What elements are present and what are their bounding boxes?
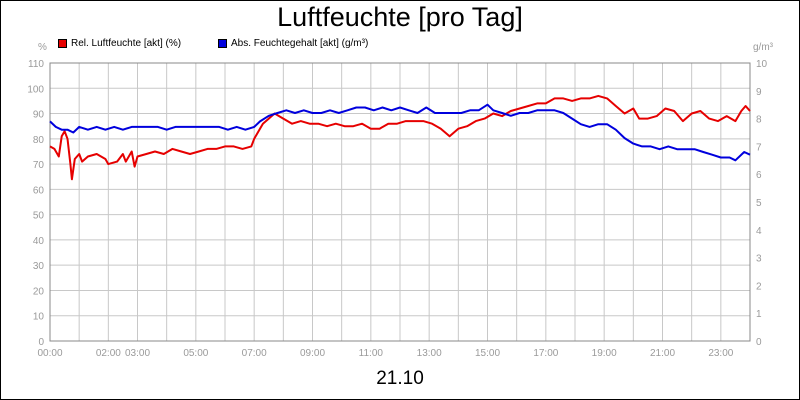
legend-item-abs-humidity: Abs. Feuchtegehalt [akt] (g/m³) xyxy=(218,38,368,49)
left-axis-unit: % xyxy=(38,42,47,53)
y-right-tick-label: 1 xyxy=(756,309,762,320)
x-tick-label: 00:00 xyxy=(37,348,62,359)
legend-swatch-blue xyxy=(218,39,227,48)
y-left-tick-label: 50 xyxy=(33,211,45,222)
y-left-tick-label: 90 xyxy=(33,110,45,121)
plot-area-border xyxy=(49,62,751,342)
x-tick-label: 17:00 xyxy=(533,348,558,359)
series-line-abs-humidity xyxy=(49,103,751,162)
series-line-rel-humidity xyxy=(49,94,751,181)
x-tick-label: 21:00 xyxy=(650,348,675,359)
y-left-tick-label: 30 xyxy=(33,261,45,272)
y-right-tick-label: 3 xyxy=(756,254,762,265)
y-left-tick-label: 110 xyxy=(28,59,44,70)
x-tick-label: 13:00 xyxy=(417,348,442,359)
x-tick-label: 19:00 xyxy=(592,348,617,359)
y-left-tick-label: 70 xyxy=(33,160,45,171)
legend-swatch-red xyxy=(58,39,67,48)
x-tick-label: 11:00 xyxy=(359,348,384,359)
x-axis-date-label: 21.10 xyxy=(376,368,424,389)
chart-title: Luftfeuchte [pro Tag] xyxy=(277,2,523,32)
y-right-tick-label: 8 xyxy=(756,115,762,126)
legend-label: Abs. Feuchtegehalt [akt] (g/m³) xyxy=(231,38,369,49)
y-left-tick-label: 80 xyxy=(33,135,45,146)
y-left-tick-label: 10 xyxy=(33,312,45,323)
y-right-tick-label: 2 xyxy=(756,281,762,292)
y-left-tick-label: 100 xyxy=(27,84,44,95)
y-left-tick-label: 40 xyxy=(33,236,45,247)
y-right-tick-label: 7 xyxy=(756,142,762,153)
x-tick-label: 03:00 xyxy=(125,348,150,359)
x-tick-label: 05:00 xyxy=(183,348,208,359)
x-tick-label: 02:00 xyxy=(96,348,121,359)
x-tick-label: 15:00 xyxy=(475,348,500,359)
y-left-tick-label: 0 xyxy=(38,337,44,348)
x-tick-label: 07:00 xyxy=(242,348,267,359)
right-axis-unit: g/m³ xyxy=(753,42,773,53)
y-right-tick-label: 0 xyxy=(756,337,762,348)
y-right-tick-label: 4 xyxy=(756,226,762,237)
legend-item-rel-humidity: Rel. Luftfeuchte [akt] (%) xyxy=(58,38,181,49)
y-right-tick-label: 6 xyxy=(756,170,762,181)
y-right-tick-label: 9 xyxy=(756,87,762,98)
y-right-tick-label: 10 xyxy=(756,59,768,70)
y-left-tick-label: 20 xyxy=(33,286,45,297)
x-tick-label: 23:00 xyxy=(708,348,733,359)
y-right-tick-label: 5 xyxy=(756,198,762,209)
x-tick-label: 09:00 xyxy=(300,348,325,359)
legend-label: Rel. Luftfeuchte [akt] (%) xyxy=(71,38,182,49)
y-left-tick-label: 60 xyxy=(33,185,45,196)
